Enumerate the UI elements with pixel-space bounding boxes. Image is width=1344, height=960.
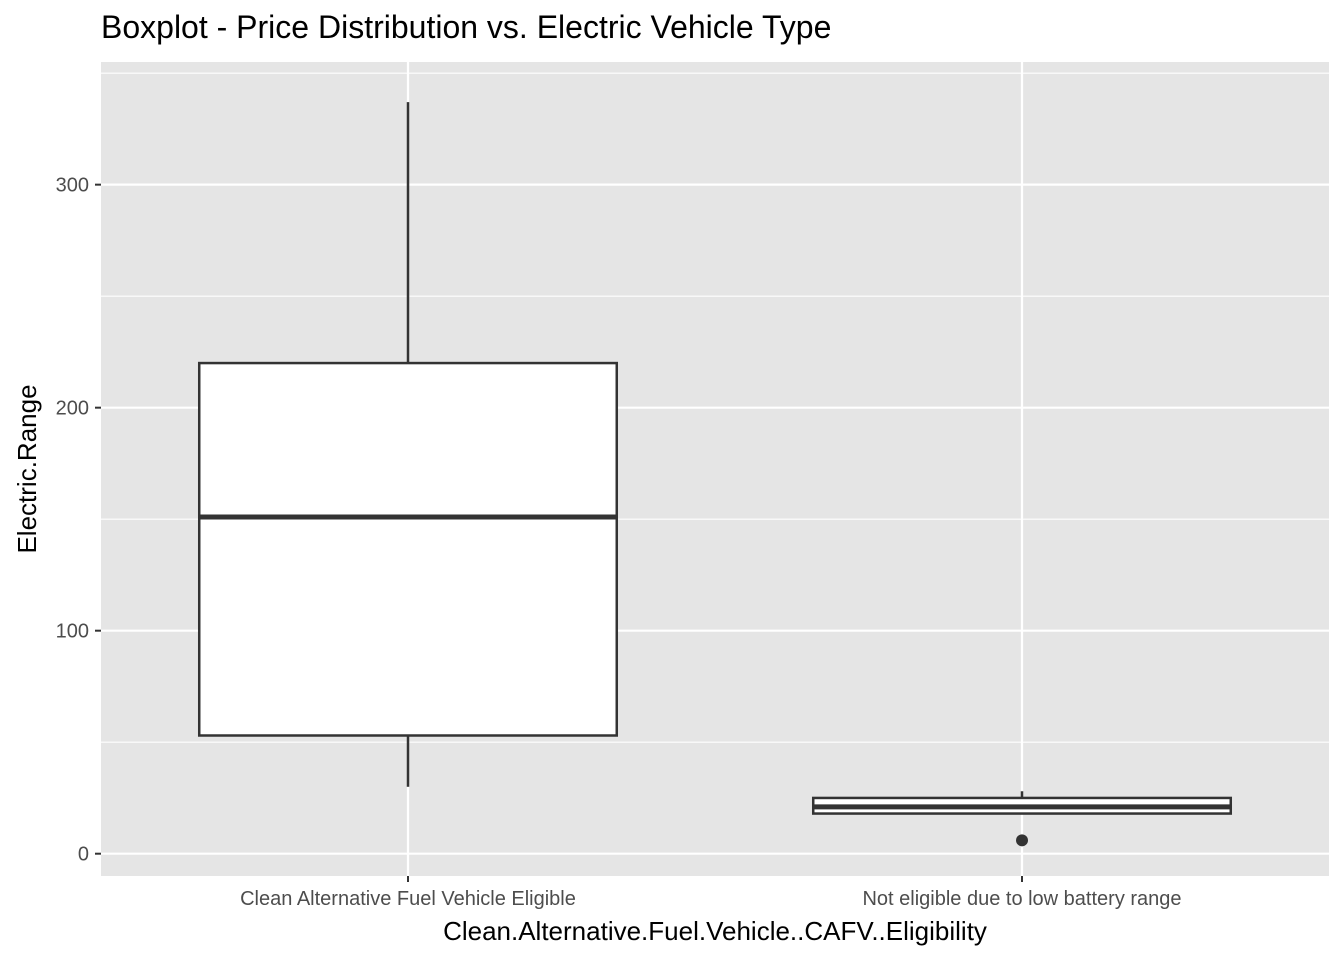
x-axis-title: Clean.Alternative.Fuel.Vehicle..CAFV..El… [443, 916, 987, 946]
box [197, 361, 619, 737]
x-axis: Clean Alternative Fuel Vehicle Eligible N… [240, 876, 1182, 910]
x-tick-label: Clean Alternative Fuel Vehicle Eligible [240, 888, 576, 910]
outlier-point [1016, 834, 1028, 847]
y-tick-label: 100 [56, 621, 89, 643]
y-tick-label: 300 [56, 175, 89, 197]
y-axis: 0 100 200 300 [56, 175, 101, 866]
y-axis-title: Electric.Range [12, 384, 42, 553]
chart-title: Boxplot - Price Distribution vs. Electri… [101, 9, 831, 45]
x-tick-label: Not eligible due to low battery range [862, 888, 1181, 910]
y-tick-label: 200 [56, 398, 89, 420]
y-tick-label: 0 [78, 844, 89, 866]
boxes-layer [197, 102, 1233, 847]
